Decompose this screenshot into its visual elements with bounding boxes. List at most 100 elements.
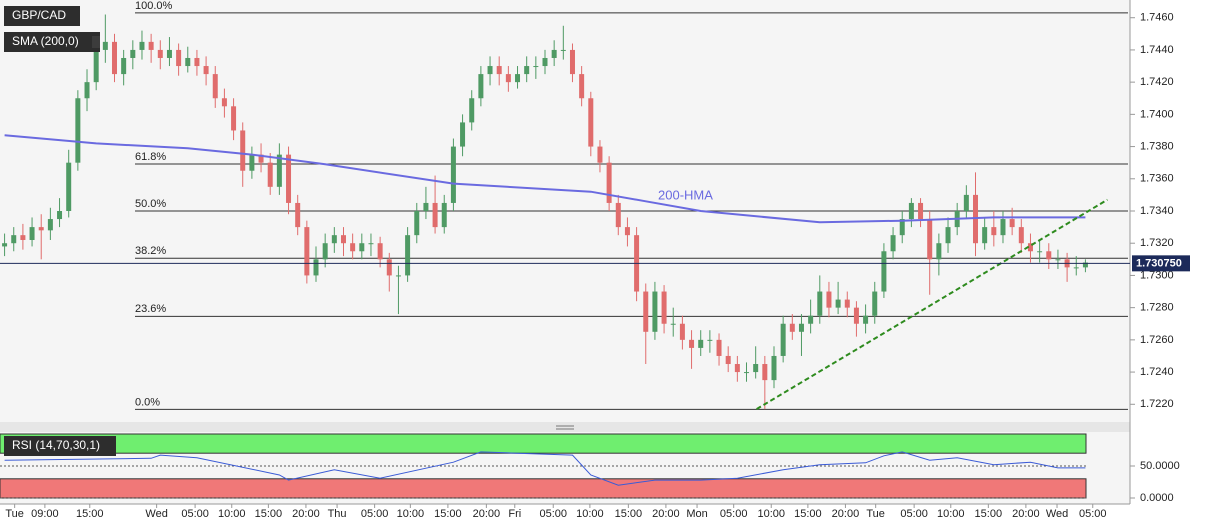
candle-body xyxy=(377,243,383,260)
candle-body xyxy=(423,202,429,211)
candle-body xyxy=(679,323,685,340)
hma-line xyxy=(4,134,1086,224)
x-tick-label: 10:00 xyxy=(397,508,425,520)
candle-body xyxy=(945,227,951,244)
candle-body xyxy=(826,291,832,308)
y-tick-label: 1.7400 xyxy=(1140,108,1174,120)
candle-body xyxy=(386,259,392,276)
candle-body xyxy=(789,323,795,332)
x-tick-label: Fri xyxy=(508,508,521,520)
symbol-box[interactable] xyxy=(4,6,80,26)
candle-body xyxy=(652,291,658,332)
pane-divider[interactable] xyxy=(0,422,1130,432)
last-price-label: 1.730750 xyxy=(1136,257,1182,269)
fib-label: 50.0% xyxy=(135,198,166,210)
candle-body xyxy=(698,339,704,348)
candle-body xyxy=(121,57,127,75)
rsi-tick-label: 0.0000 xyxy=(1140,492,1174,504)
candle-body xyxy=(918,202,924,220)
x-tick-label: Wed xyxy=(1046,508,1068,520)
candle-body xyxy=(38,227,44,231)
candle-body xyxy=(707,339,713,341)
x-tick-label: 09:00 xyxy=(31,508,59,520)
candle-body xyxy=(240,130,246,171)
marks: 1.7220 1.7240 1.7260 1.7280 1.7300 1.7320 1.73… xyxy=(0,0,1190,520)
fib-label: 23.6% xyxy=(135,303,166,315)
x-tick-label: 15:00 xyxy=(434,508,462,520)
candle-body xyxy=(762,364,768,381)
candle-body xyxy=(276,154,282,187)
x-tick-label: 05:00 xyxy=(720,508,748,520)
indicator-box-edge[interactable] xyxy=(92,36,100,48)
candle-body xyxy=(47,219,53,231)
y-tick-label: 1.7440 xyxy=(1140,44,1174,56)
fib-label: 38.2% xyxy=(135,245,166,257)
overbought-zone xyxy=(0,433,1087,454)
candle-body xyxy=(148,41,154,50)
candle-body xyxy=(569,49,575,75)
candle-body xyxy=(405,235,411,276)
hma-annotation: 200-HMA xyxy=(658,187,713,202)
y-tick-label: 1.7380 xyxy=(1140,140,1174,152)
candle-body xyxy=(853,307,859,324)
candle-body xyxy=(1073,267,1079,269)
x-tick-label: 05:00 xyxy=(1079,508,1107,520)
candle-body xyxy=(450,146,456,203)
indicator-box[interactable] xyxy=(4,32,100,52)
y-tick-label: 1.7220 xyxy=(1140,398,1174,410)
candle-body xyxy=(469,98,475,123)
candle-body xyxy=(798,323,804,332)
candle-body xyxy=(478,74,484,99)
x-tick-label: 15:00 xyxy=(255,508,283,520)
candle-body xyxy=(579,74,585,99)
candle-body xyxy=(286,154,292,203)
y-tick-label: 1.7320 xyxy=(1140,237,1174,249)
x-tick-label: 05:00 xyxy=(539,508,567,520)
candle-body xyxy=(139,41,145,50)
y-tick-label: 1.7300 xyxy=(1140,269,1174,281)
candle-body xyxy=(771,355,777,381)
candle-body xyxy=(231,106,237,131)
rsi-tick-label: 50.0000 xyxy=(1140,460,1180,472)
y-tick-label: 1.7460 xyxy=(1140,12,1174,24)
candle-body xyxy=(936,243,942,260)
candle-body xyxy=(295,202,301,228)
rsi-line xyxy=(4,451,1086,486)
candle-body xyxy=(1009,219,1015,228)
candle-body xyxy=(130,49,136,58)
candle-body xyxy=(863,315,869,324)
candle-body xyxy=(1055,259,1061,261)
candle-body xyxy=(661,291,667,324)
x-tick-label: Tue xyxy=(5,508,24,520)
candle-body xyxy=(560,49,566,51)
candle-body xyxy=(267,162,273,187)
x-tick-label: 20:00 xyxy=(652,508,680,520)
x-tick-label: Thu xyxy=(328,508,347,520)
y-tick-label: 1.7260 xyxy=(1140,334,1174,346)
x-tick-label: 10:00 xyxy=(757,508,785,520)
candle-body xyxy=(203,66,209,75)
candle-body xyxy=(432,202,438,228)
candle-body xyxy=(716,339,722,356)
candle-body xyxy=(340,235,346,244)
x-tick-label: 20:00 xyxy=(832,508,860,520)
candle-body xyxy=(496,66,502,75)
x-tick-label: 10:00 xyxy=(218,508,246,520)
candle-body xyxy=(524,66,530,75)
candle-body xyxy=(780,323,786,356)
candle-body xyxy=(102,41,108,50)
candle-body xyxy=(753,364,759,373)
candle-body xyxy=(624,227,630,236)
candle-body xyxy=(963,194,969,211)
candle-body xyxy=(1000,219,1006,236)
x-tick-label: 15:00 xyxy=(975,508,1003,520)
x-tick-label: 15:00 xyxy=(794,508,822,520)
candle-body xyxy=(414,211,420,236)
rsi-title-box[interactable] xyxy=(4,436,116,456)
candle-body xyxy=(29,227,35,240)
x-tick-label: Mon xyxy=(686,508,707,520)
y-tick-label: 1.7340 xyxy=(1140,205,1174,217)
candle-body xyxy=(57,211,63,220)
candle-body xyxy=(597,146,603,163)
